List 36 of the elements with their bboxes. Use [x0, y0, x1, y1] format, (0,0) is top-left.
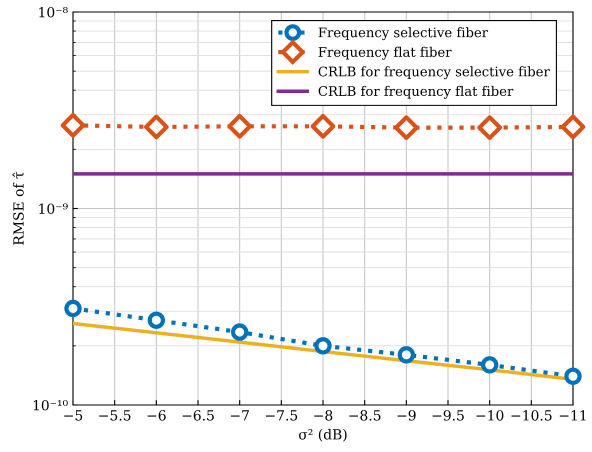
- x-tick-label: −7: [230, 410, 249, 420]
- x-tick-label: −9.5: [432, 410, 464, 421]
- point: [314, 337, 332, 355]
- point: [560, 114, 586, 140]
- point: [148, 312, 166, 329]
- point: [144, 114, 169, 140]
- x-tick-label: −10: [476, 410, 504, 421]
- point: [564, 368, 582, 385]
- point: [394, 115, 419, 140]
- point: [310, 114, 336, 139]
- point: [230, 323, 248, 341]
- y-axis-title: RMSE of τ̂: [12, 172, 24, 245]
- x-tick-label: −7.5: [266, 410, 298, 421]
- x-tick-label: −9: [398, 410, 416, 421]
- x-tick-label: −6: [148, 410, 166, 421]
- point: [398, 346, 416, 364]
- x-tick-label: −8: [314, 410, 332, 421]
- point: [480, 356, 498, 374]
- legend-label: CRLB for frequency flat fiber: [318, 86, 514, 99]
- y-tick-label: 10⁻⁹: [39, 203, 68, 214]
- x-tick-label: −8.5: [349, 410, 380, 421]
- x-tick-label: −5.5: [99, 410, 130, 421]
- legend-label: CRLB for frequency selective fiber: [318, 66, 550, 80]
- y-tick-label: 10⁻¹⁰: [34, 400, 68, 410]
- x-tick-label: −11: [560, 410, 586, 420]
- point: [477, 115, 502, 140]
- x-tick-label: −10.5: [512, 410, 552, 421]
- legend-label: Frequency flat fiber: [318, 46, 452, 60]
- x-axis-title: σ² (dB): [298, 428, 347, 442]
- point: [64, 300, 82, 318]
- point: [227, 114, 252, 139]
- y-tick-label: 10⁻⁸: [39, 6, 68, 18]
- point: [60, 112, 86, 138]
- x-tick-label: −6.5: [182, 410, 214, 421]
- x-tick-label: −5: [64, 410, 82, 421]
- legend-label: Frequency selective fiber: [318, 27, 488, 40]
